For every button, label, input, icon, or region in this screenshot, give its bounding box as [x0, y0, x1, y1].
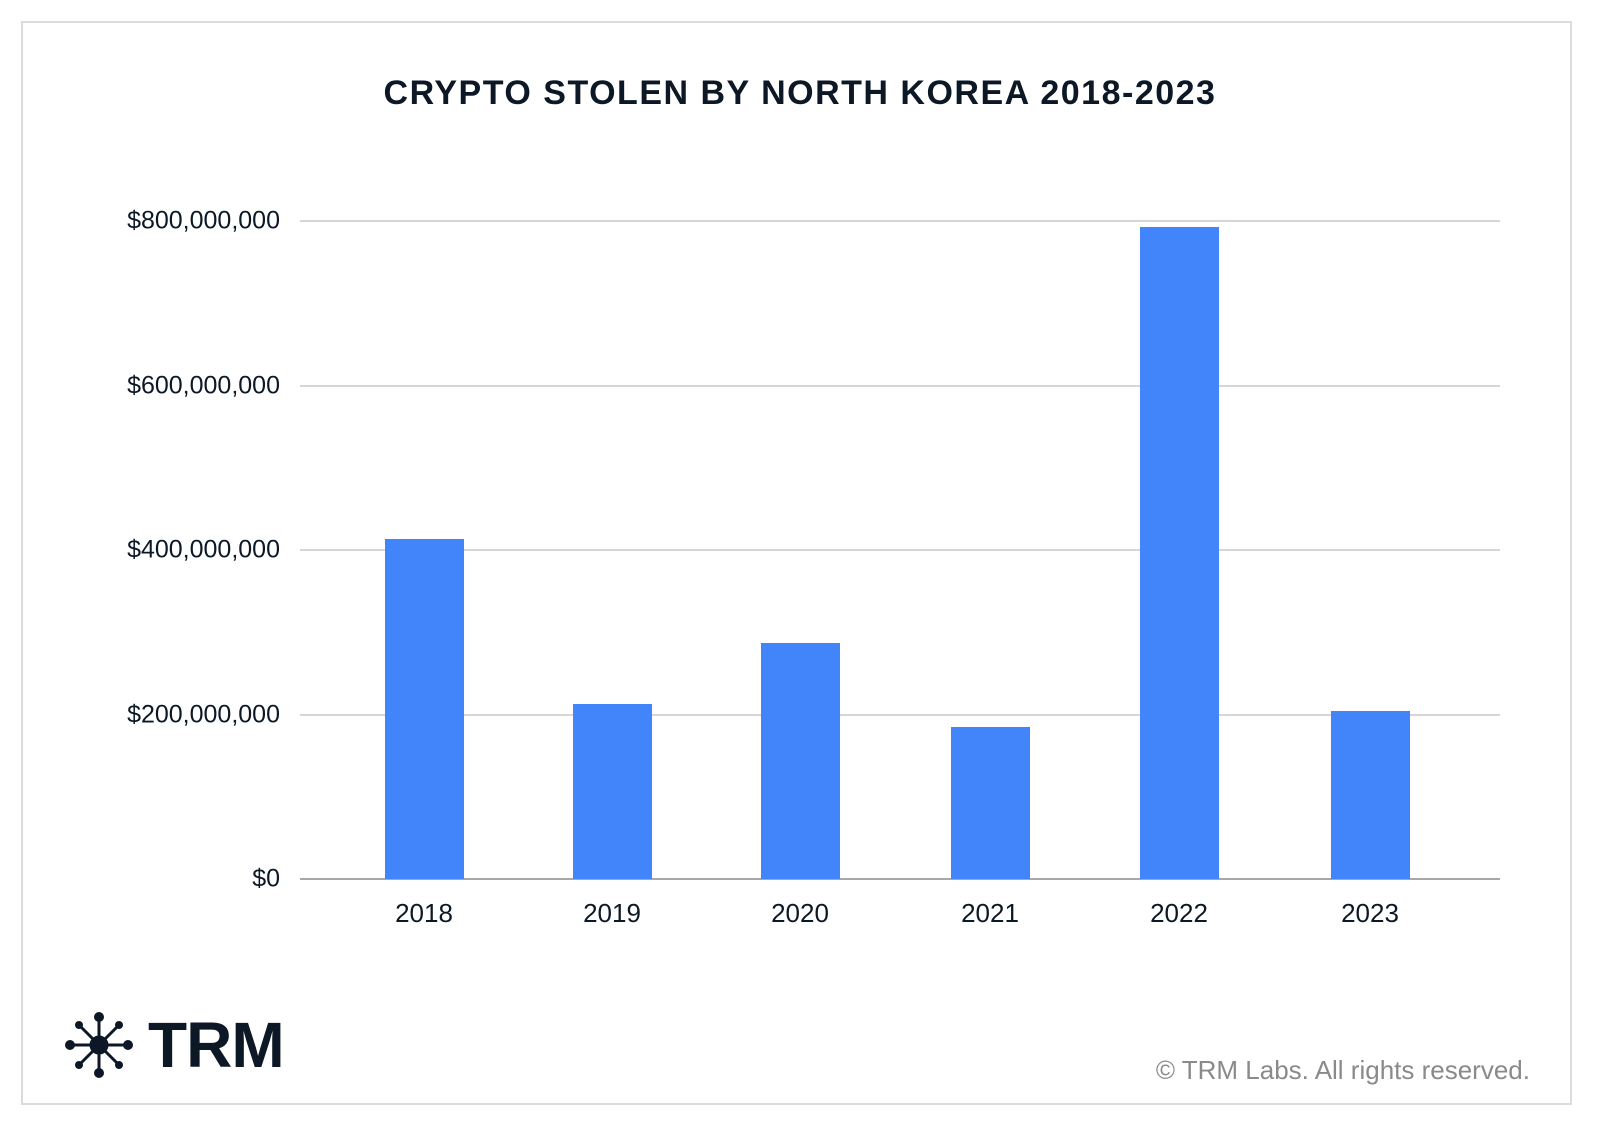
copyright-notice: © TRM Labs. All rights reserved.	[1155, 1055, 1530, 1085]
chart-title: CRYPTO STOLEN BY NORTH KOREA 2018-2023	[383, 74, 1217, 112]
x-tick-label: 2023	[1341, 898, 1399, 928]
bar-2020	[760, 642, 840, 879]
x-tick-label: 2020	[771, 898, 829, 928]
x-tick-label: 2019	[583, 898, 641, 928]
plot-area	[300, 220, 1500, 880]
bar-2018	[384, 539, 464, 879]
bar-2021	[950, 726, 1030, 879]
x-axis-line	[300, 878, 1500, 880]
bar-2022	[1139, 226, 1219, 879]
x-tick-label: 2018	[395, 898, 453, 928]
y-tick-label: $400,000,000	[127, 535, 280, 564]
chart-frame	[21, 21, 1572, 1105]
x-tick-label: 2021	[961, 898, 1019, 928]
y-tick-label: $800,000,000	[127, 206, 280, 235]
logo-text: TRM	[148, 1009, 285, 1081]
y-tick-label: $0	[252, 864, 280, 893]
trm-logo: TRM	[64, 1009, 285, 1081]
network-node-icon	[65, 1012, 133, 1078]
bar-2019	[572, 703, 652, 879]
y-tick-label: $600,000,000	[127, 371, 280, 399]
gridline	[300, 220, 1500, 222]
gridline	[300, 549, 1500, 551]
bar-2023	[1330, 711, 1410, 879]
gridline	[300, 384, 1500, 387]
y-tick-label: $200,000,000	[127, 700, 280, 728]
x-tick-label: 2022	[1150, 898, 1208, 928]
gridline	[300, 713, 1500, 716]
